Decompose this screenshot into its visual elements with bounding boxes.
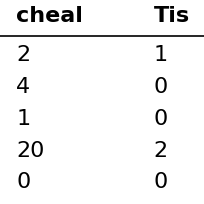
Text: 0: 0 bbox=[153, 77, 167, 97]
Text: cheal: cheal bbox=[16, 6, 83, 26]
Text: 2: 2 bbox=[153, 140, 167, 160]
Text: 1: 1 bbox=[153, 45, 167, 65]
Text: 0: 0 bbox=[153, 108, 167, 128]
Text: Tis: Tis bbox=[153, 6, 189, 26]
Text: 0: 0 bbox=[16, 172, 31, 192]
Text: 4: 4 bbox=[16, 77, 30, 97]
Text: 1: 1 bbox=[16, 108, 30, 128]
Text: 2: 2 bbox=[16, 45, 30, 65]
Text: 20: 20 bbox=[16, 140, 44, 160]
Text: 0: 0 bbox=[153, 172, 167, 192]
